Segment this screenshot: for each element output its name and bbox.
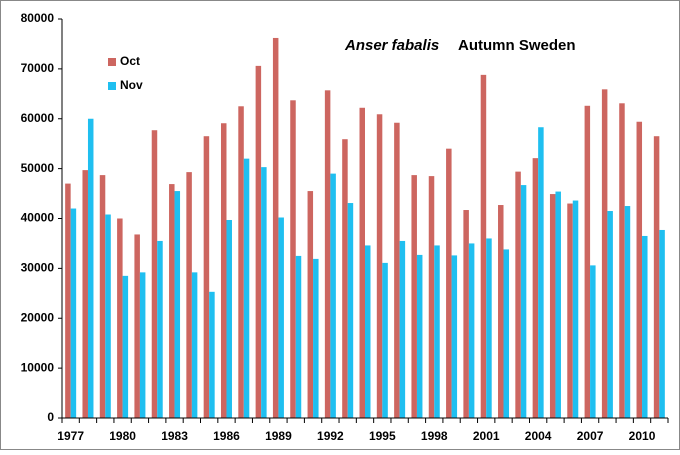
bar bbox=[451, 255, 458, 418]
bar bbox=[468, 243, 475, 418]
bar bbox=[555, 191, 561, 418]
bar bbox=[342, 139, 348, 419]
bar bbox=[122, 275, 129, 418]
bar bbox=[261, 167, 267, 418]
bar bbox=[255, 65, 262, 418]
bar bbox=[411, 175, 417, 418]
bar bbox=[209, 291, 215, 418]
x-tick-label: 2007 bbox=[577, 429, 604, 443]
x-tick-label: 2001 bbox=[473, 429, 500, 443]
bar bbox=[619, 103, 625, 418]
bar bbox=[203, 136, 210, 419]
x-tick-label: 2004 bbox=[525, 429, 552, 443]
bar bbox=[324, 90, 331, 418]
bar bbox=[151, 130, 158, 418]
y-tick-label: 20000 bbox=[21, 310, 55, 324]
bar bbox=[653, 136, 660, 419]
x-tick-label: 1980 bbox=[109, 429, 136, 443]
bar bbox=[365, 245, 371, 418]
x-tick-label: 1998 bbox=[421, 429, 448, 443]
bar bbox=[139, 272, 146, 418]
bar bbox=[486, 238, 492, 418]
bar bbox=[134, 234, 140, 418]
bar bbox=[191, 272, 198, 418]
bar bbox=[376, 114, 383, 418]
y-tick-label: 30000 bbox=[21, 261, 55, 275]
bar bbox=[157, 240, 163, 418]
bar bbox=[313, 258, 319, 418]
bar bbox=[87, 118, 94, 418]
chart-subtitle: Autumn Sweden bbox=[458, 37, 576, 54]
bar bbox=[590, 265, 596, 418]
bar bbox=[186, 172, 192, 418]
legend-label: Nov bbox=[120, 78, 143, 92]
bar bbox=[272, 37, 279, 418]
bar bbox=[434, 245, 440, 418]
bar bbox=[607, 211, 613, 418]
bar bbox=[624, 206, 631, 418]
bar bbox=[503, 249, 510, 418]
bar bbox=[347, 203, 354, 418]
bar bbox=[82, 170, 88, 418]
bar bbox=[636, 121, 643, 419]
bar bbox=[446, 148, 452, 419]
bar bbox=[307, 191, 314, 418]
bar bbox=[584, 105, 591, 418]
bar bbox=[567, 203, 573, 418]
y-tick-label: 80000 bbox=[21, 11, 55, 25]
bar bbox=[498, 205, 504, 418]
bar bbox=[538, 127, 544, 418]
bar bbox=[572, 200, 579, 418]
bar bbox=[642, 235, 648, 418]
y-tick-label: 10000 bbox=[21, 360, 55, 374]
x-tick-label: 1989 bbox=[265, 429, 292, 443]
bar bbox=[416, 254, 423, 418]
bar bbox=[295, 255, 302, 418]
y-tick-label: 60000 bbox=[21, 111, 55, 125]
legend-swatch bbox=[108, 58, 116, 66]
bar bbox=[463, 210, 469, 418]
bar bbox=[480, 74, 487, 419]
bar bbox=[549, 194, 556, 418]
bar bbox=[243, 158, 250, 418]
x-tick-label: 1977 bbox=[57, 429, 84, 443]
x-tick-label: 1992 bbox=[317, 429, 344, 443]
x-tick-label: 2010 bbox=[629, 429, 656, 443]
bar bbox=[394, 122, 400, 419]
y-tick-label: 40000 bbox=[21, 211, 55, 225]
chart-title: Anser fabalis bbox=[344, 37, 439, 54]
y-tick-label: 0 bbox=[47, 410, 54, 424]
x-tick-label: 1983 bbox=[161, 429, 188, 443]
y-tick-label: 70000 bbox=[21, 61, 55, 75]
bar bbox=[520, 185, 527, 418]
bar bbox=[359, 107, 365, 418]
y-tick-label: 50000 bbox=[21, 161, 55, 175]
bar bbox=[290, 100, 296, 418]
x-tick-label: 1995 bbox=[369, 429, 396, 443]
bar bbox=[659, 229, 665, 418]
bar bbox=[169, 184, 175, 418]
bar bbox=[238, 106, 244, 418]
bar bbox=[532, 158, 539, 418]
bar bbox=[105, 214, 111, 418]
bar bbox=[226, 219, 232, 418]
bar bbox=[174, 191, 181, 418]
bar bbox=[99, 175, 106, 418]
bar bbox=[278, 217, 284, 418]
legend-label: Oct bbox=[120, 54, 140, 68]
bar bbox=[117, 218, 123, 418]
bar bbox=[330, 173, 336, 418]
bar bbox=[428, 176, 435, 418]
bar bbox=[399, 240, 406, 418]
bar bbox=[382, 262, 388, 418]
x-tick-label: 1986 bbox=[213, 429, 240, 443]
bar bbox=[601, 89, 608, 418]
bar bbox=[220, 123, 227, 419]
bar bbox=[70, 208, 77, 418]
legend-swatch bbox=[108, 82, 116, 90]
bar bbox=[65, 183, 71, 418]
bar bbox=[515, 171, 521, 418]
